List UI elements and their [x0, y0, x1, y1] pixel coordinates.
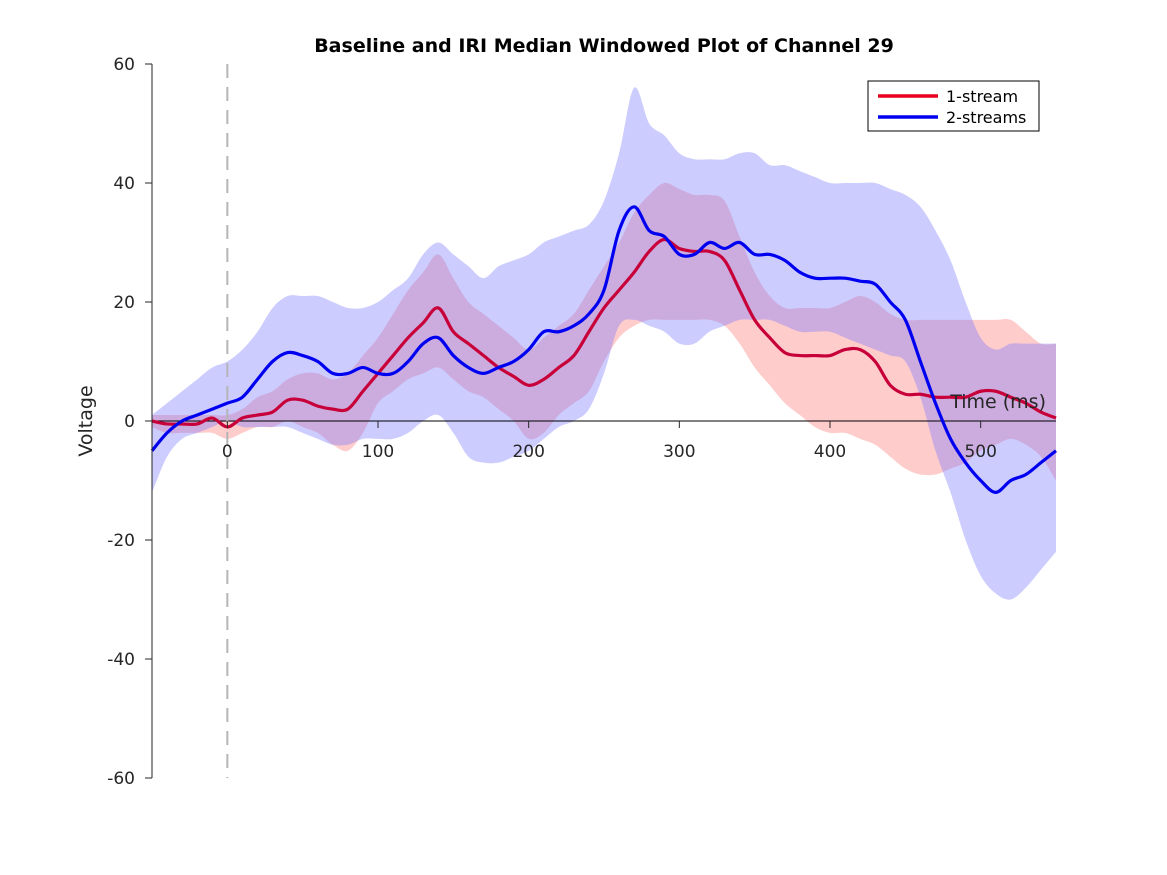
y-tick-label: 0: [124, 412, 135, 432]
x-tick-label: 500: [964, 442, 996, 462]
y-axis: -60 -40 -20 0 20 40 60: [107, 55, 153, 789]
series-lines: [150, 205, 1057, 494]
confidence-band-1: [152, 182, 1056, 481]
y-tick-label: -60: [107, 769, 135, 789]
x-tick-label: 0: [222, 442, 233, 462]
series-line-2: [150, 205, 1057, 494]
x-tick-label: 100: [362, 442, 394, 462]
x-tick-label: 300: [663, 442, 695, 462]
y-tick-label: 60: [113, 55, 135, 75]
confidence-bands: [152, 87, 1056, 600]
legend-box: [867, 80, 1040, 132]
chart-title: Baseline and IRI Median Windowed Plot of…: [314, 35, 894, 57]
legend-label-1-stream: 1-stream: [946, 87, 1018, 106]
y-tick-label: -40: [107, 650, 135, 670]
legend: 1-stream 2-streams: [867, 80, 1040, 132]
y-tick-label: 20: [113, 293, 135, 313]
y-axis-label: Voltage: [75, 385, 97, 456]
y-tick-label: -20: [107, 531, 135, 551]
legend-label-2-streams: 2-streams: [946, 108, 1026, 127]
x-axis-ticks: 0 100 200 300 400 500: [222, 421, 997, 462]
confidence-band-2: [152, 87, 1056, 600]
x-axis-label: Time (ms): [949, 391, 1046, 413]
y-tick-label: 40: [113, 174, 135, 194]
x-tick-label: 200: [512, 442, 544, 462]
series-line-1: [151, 237, 1057, 429]
x-tick-label: 400: [814, 442, 846, 462]
